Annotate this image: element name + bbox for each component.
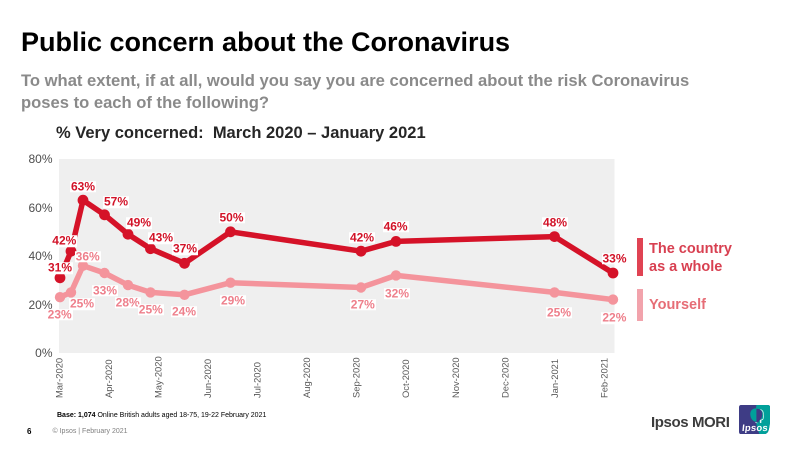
svg-text:Sep-2020: Sep-2020	[351, 357, 362, 398]
svg-text:Feb-2021: Feb-2021	[598, 358, 609, 398]
svg-text:Oct-2020: Oct-2020	[400, 359, 411, 398]
svg-text:Apr-2020: Apr-2020	[103, 359, 114, 398]
svg-text:Jun-2020: Jun-2020	[202, 359, 213, 398]
svg-text:Dec-2020: Dec-2020	[499, 357, 510, 398]
svg-text:May-2020: May-2020	[153, 356, 164, 398]
svg-text:Mar-2020: Mar-2020	[54, 358, 65, 398]
svg-text:Nov-2020: Nov-2020	[450, 357, 461, 398]
svg-text:Aug-2020: Aug-2020	[301, 357, 312, 398]
svg-text:Jan-2021: Jan-2021	[549, 359, 560, 398]
svg-text:Ipsos: Ipsos	[741, 422, 768, 433]
svg-text:Jul-2020: Jul-2020	[252, 362, 263, 398]
